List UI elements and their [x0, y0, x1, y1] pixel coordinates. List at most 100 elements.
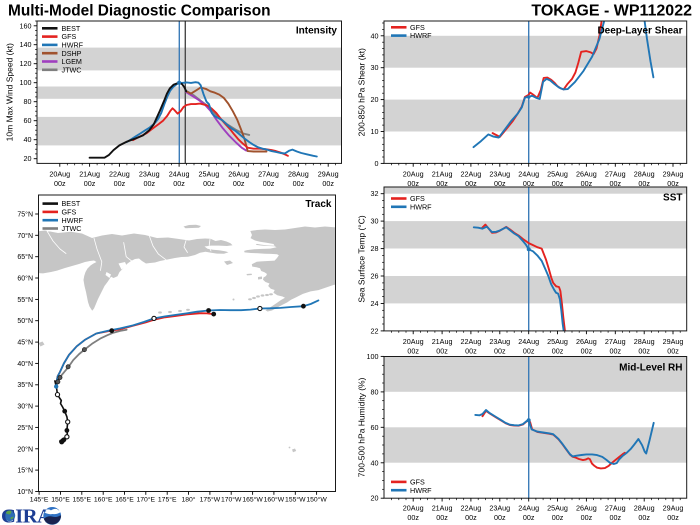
svg-text:00z: 00z [114, 179, 126, 188]
svg-text:00z: 00z [407, 179, 419, 188]
svg-text:00z: 00z [523, 513, 535, 522]
svg-text:00z: 00z [465, 513, 477, 522]
svg-text:26Aug: 26Aug [228, 170, 249, 179]
svg-text:40: 40 [371, 31, 379, 40]
svg-text:28Aug: 28Aug [634, 170, 655, 179]
svg-text:JTWC: JTWC [62, 65, 82, 74]
svg-text:HWRF: HWRF [62, 216, 84, 225]
svg-text:Track: Track [305, 199, 332, 210]
svg-text:00z: 00z [667, 513, 679, 522]
svg-text:75°N: 75°N [17, 211, 33, 219]
svg-text:700-500 hPa Humidity (%): 700-500 hPa Humidity (%) [357, 377, 367, 477]
svg-text:29Aug: 29Aug [663, 170, 684, 179]
svg-text:160°W: 160°W [264, 496, 285, 504]
svg-text:27Aug: 27Aug [605, 170, 626, 179]
svg-text:170°W: 170°W [221, 496, 242, 504]
svg-text:25°N: 25°N [17, 424, 33, 432]
svg-text:45°N: 45°N [17, 339, 33, 347]
svg-text:GFS: GFS [62, 208, 77, 217]
svg-text:00z: 00z [144, 179, 156, 188]
svg-text:20: 20 [371, 95, 379, 104]
svg-text:23Aug: 23Aug [489, 337, 510, 346]
svg-text:00z: 00z [436, 347, 448, 356]
svg-text:27Aug: 27Aug [258, 170, 279, 179]
svg-text:Multi-Model Diagnostic Compari: Multi-Model Diagnostic Comparison [8, 3, 271, 20]
svg-text:HWRF: HWRF [62, 41, 84, 50]
svg-text:00z: 00z [293, 179, 305, 188]
svg-text:80: 80 [371, 387, 379, 396]
svg-text:00z: 00z [173, 179, 185, 188]
svg-text:GFS: GFS [410, 23, 425, 32]
svg-text:27Aug: 27Aug [605, 503, 626, 512]
svg-text:150°E: 150°E [51, 496, 70, 504]
svg-text:HWRF: HWRF [410, 486, 432, 495]
svg-text:00z: 00z [638, 347, 650, 356]
svg-text:70°N: 70°N [17, 232, 33, 240]
svg-text:80: 80 [24, 97, 32, 106]
svg-text:00z: 00z [581, 179, 593, 188]
svg-text:40: 40 [371, 458, 379, 467]
svg-text:100: 100 [20, 78, 32, 87]
svg-text:00z: 00z [494, 179, 506, 188]
svg-text:21Aug: 21Aug [432, 503, 453, 512]
svg-text:00z: 00z [581, 513, 593, 522]
svg-text:CIRA: CIRA [1, 506, 52, 525]
svg-text:145°E: 145°E [30, 496, 49, 504]
svg-text:HWRF: HWRF [410, 31, 432, 40]
svg-text:21Aug: 21Aug [79, 170, 100, 179]
svg-text:20Aug: 20Aug [403, 337, 424, 346]
svg-text:28Aug: 28Aug [634, 337, 655, 346]
svg-text:170°E: 170°E [137, 496, 156, 504]
svg-text:22Aug: 22Aug [461, 170, 482, 179]
svg-text:26Aug: 26Aug [576, 503, 597, 512]
svg-text:27Aug: 27Aug [605, 337, 626, 346]
svg-text:22: 22 [371, 326, 379, 335]
svg-text:24Aug: 24Aug [518, 337, 539, 346]
svg-text:140: 140 [20, 40, 32, 49]
svg-text:25Aug: 25Aug [547, 503, 568, 512]
svg-text:200-850 hPa Shear (kt): 200-850 hPa Shear (kt) [357, 48, 367, 137]
svg-text:LGEM: LGEM [62, 57, 82, 66]
svg-text:65°N: 65°N [17, 253, 33, 261]
svg-text:00z: 00z [436, 179, 448, 188]
svg-text:JTWC: JTWC [62, 224, 82, 233]
svg-text:40: 40 [24, 135, 32, 144]
svg-text:20Aug: 20Aug [403, 170, 424, 179]
svg-text:GFS: GFS [62, 32, 77, 41]
svg-text:BEST: BEST [62, 199, 81, 208]
svg-text:22Aug: 22Aug [461, 503, 482, 512]
svg-text:30°N: 30°N [17, 403, 33, 411]
svg-text:00z: 00z [667, 347, 679, 356]
svg-text:24Aug: 24Aug [518, 170, 539, 179]
svg-text:20Aug: 20Aug [49, 170, 70, 179]
svg-text:00z: 00z [523, 179, 535, 188]
svg-text:28: 28 [371, 244, 379, 253]
svg-text:155°E: 155°E [73, 496, 92, 504]
svg-text:175°E: 175°E [158, 496, 177, 504]
svg-text:25Aug: 25Aug [199, 170, 220, 179]
svg-text:165°E: 165°E [115, 496, 134, 504]
svg-text:20: 20 [371, 494, 379, 503]
svg-text:10m Max Wind Speed (kt): 10m Max Wind Speed (kt) [5, 43, 15, 141]
svg-text:29Aug: 29Aug [663, 337, 684, 346]
svg-text:155°W: 155°W [285, 496, 306, 504]
svg-text:00z: 00z [494, 347, 506, 356]
svg-text:100: 100 [367, 352, 379, 361]
svg-text:26Aug: 26Aug [576, 170, 597, 179]
svg-text:180°: 180° [181, 496, 195, 504]
svg-text:40°N: 40°N [17, 360, 33, 368]
svg-text:Sea Surface Temp (°C): Sea Surface Temp (°C) [357, 215, 367, 303]
svg-text:26: 26 [371, 272, 379, 281]
svg-text:Deep-Layer Shear: Deep-Layer Shear [597, 26, 682, 37]
svg-text:00z: 00z [203, 179, 215, 188]
svg-text:120: 120 [20, 59, 32, 68]
svg-text:DSHP: DSHP [62, 49, 82, 58]
svg-text:21Aug: 21Aug [432, 337, 453, 346]
svg-text:32: 32 [371, 189, 379, 198]
svg-text:00z: 00z [494, 513, 506, 522]
svg-text:26Aug: 26Aug [576, 337, 597, 346]
svg-text:00z: 00z [552, 513, 564, 522]
svg-text:10°N: 10°N [17, 488, 33, 496]
svg-text:00z: 00z [581, 347, 593, 356]
svg-text:00z: 00z [667, 179, 679, 188]
